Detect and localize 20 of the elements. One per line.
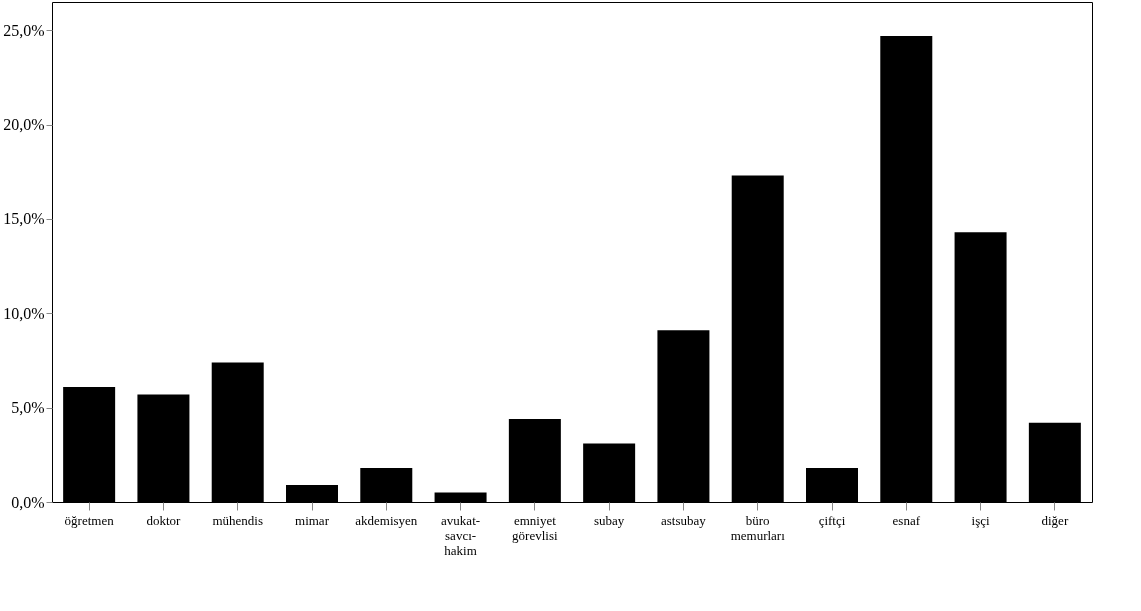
- x-tick-label: işçi: [971, 512, 990, 528]
- x-tick-label: emniyet görevlisi: [512, 512, 558, 543]
- x-tick-label: subay: [593, 512, 625, 528]
- x-tick-label: çiftçi: [818, 512, 846, 528]
- x-tick-label: mühendis: [212, 512, 263, 528]
- y-tick-label: 15,0%: [3, 210, 45, 228]
- x-tick-label: büro memurları: [730, 512, 786, 543]
- x-tick-label: akdemisyen: [355, 512, 418, 528]
- y-tick-label: 5,0%: [11, 399, 45, 417]
- x-tick-label: diğer: [1041, 512, 1069, 528]
- y-tick-label: 25,0%: [3, 21, 45, 39]
- x-tick-label: esnaf: [892, 512, 921, 528]
- y-tick-label: 10,0%: [3, 304, 45, 322]
- x-tick-label: mimar: [295, 512, 330, 528]
- y-tick-label: 0,0%: [11, 493, 45, 511]
- x-tick-label: öğretmen: [64, 512, 115, 528]
- x-tick-label: astsubay: [661, 512, 707, 528]
- y-tick-label: 20,0%: [3, 116, 45, 134]
- x-tick-label: doktor: [146, 512, 182, 528]
- x-tick-label: avukat-savcı-hakim: [441, 512, 481, 558]
